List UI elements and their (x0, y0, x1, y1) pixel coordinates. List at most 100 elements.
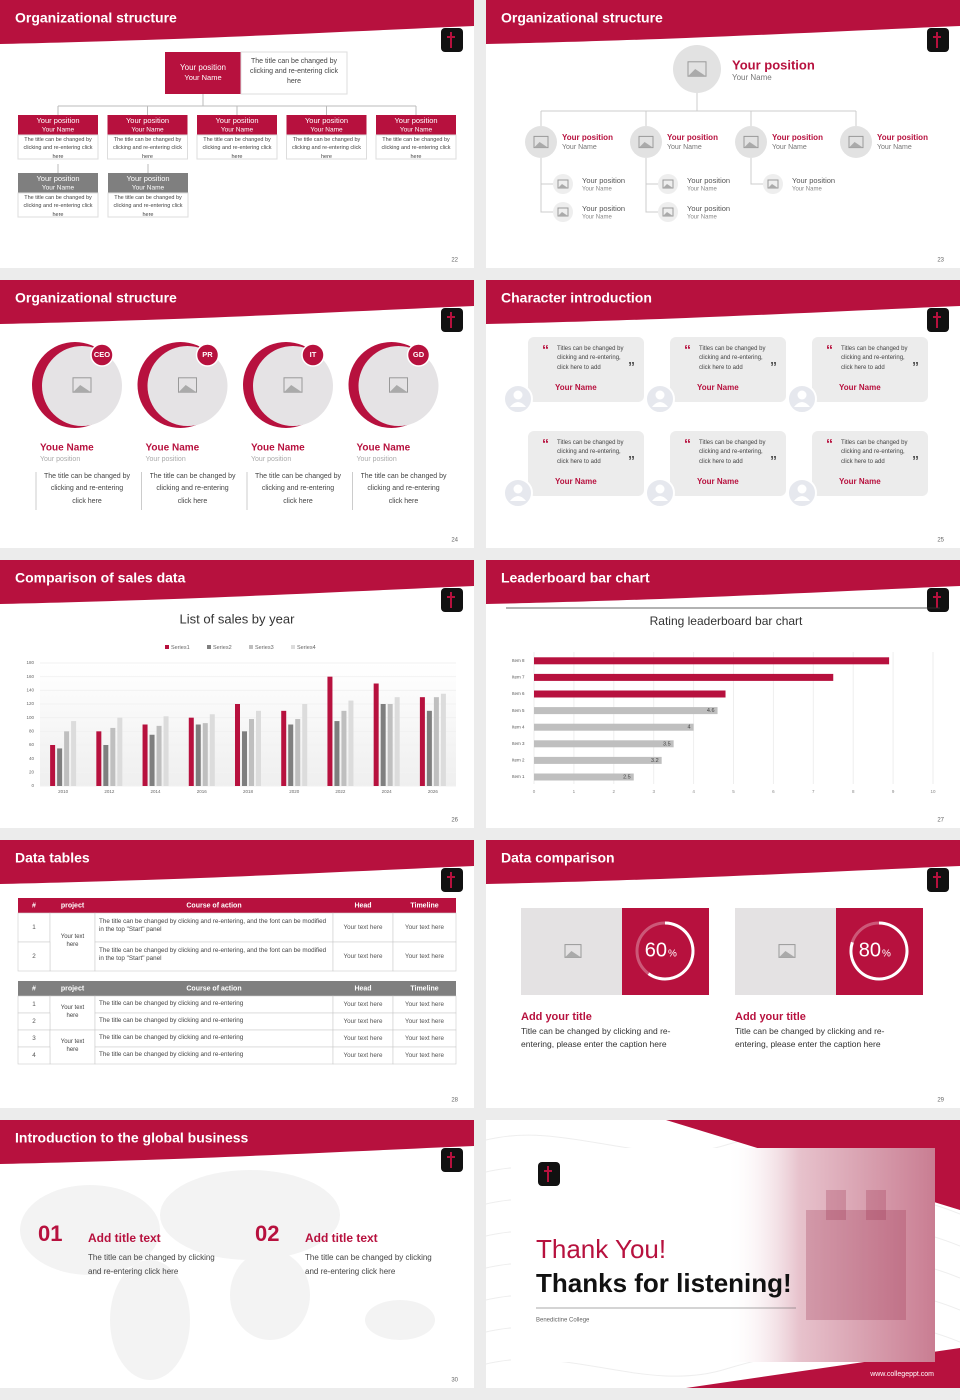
table-cell (94, 941, 334, 972)
avatar-body (510, 496, 526, 501)
column-header: Head (354, 985, 371, 992)
bar (142, 724, 148, 786)
image-icon (663, 212, 673, 216)
table-cell-text: Your text here (405, 953, 444, 960)
position-box (376, 115, 456, 135)
text-block: Titles can be changed by clicking and re… (841, 440, 908, 465)
label: Your position (126, 116, 169, 125)
quote-mark: ” (912, 453, 919, 469)
table-cell-text-box: The title can be changed by clicking and… (99, 1000, 243, 1007)
label: Your position (687, 204, 730, 213)
label: Your position (732, 57, 815, 72)
image-icon (72, 377, 92, 393)
header-band (486, 560, 960, 604)
avatar-body (652, 402, 668, 407)
avatar (630, 126, 662, 158)
label: Your position (582, 176, 625, 185)
text-block: The title can be changed by clicking and… (23, 137, 93, 159)
slide: Comparison of sales data 26 List of sales … (0, 560, 474, 828)
chart-title: Rating leaderboard bar chart (650, 614, 803, 628)
label: Your position (36, 174, 79, 183)
position-box (108, 173, 188, 193)
text-block-box: Titles can be changed by clicking and re… (557, 346, 624, 371)
quote-mark: “ (684, 436, 691, 452)
column-header: # (32, 902, 36, 909)
card (528, 337, 644, 402)
header-band (0, 1120, 474, 1164)
table-header (18, 981, 456, 996)
building (866, 1190, 886, 1220)
header-band (486, 0, 960, 44)
building (826, 1190, 846, 1220)
bar (534, 740, 674, 748)
table-cell-text: 1 (32, 924, 36, 931)
connector (750, 158, 763, 185)
bar (295, 719, 301, 786)
label: Youe Name (146, 443, 200, 454)
text-block-box: Titles can be changed by clicking and re… (841, 346, 908, 371)
label: Your position (772, 133, 823, 142)
y-tick-label: Item 7 (512, 675, 525, 680)
table-cell-text-box: Your text here (61, 1005, 84, 1019)
label: PR (202, 350, 213, 359)
bar (103, 745, 109, 786)
percent-value: 80 (859, 939, 881, 961)
world-map (230, 1250, 310, 1340)
avatar-body (794, 402, 810, 407)
text-block: The title can be changed by clicking and… (381, 137, 451, 159)
label: Add your title (521, 1011, 592, 1023)
column-header: Course of action (186, 902, 241, 909)
legend-label: Series4 (297, 645, 316, 651)
label: Your position (40, 456, 80, 463)
bar (281, 710, 287, 786)
tag-badge (301, 343, 325, 367)
label: Your Name (772, 144, 807, 151)
card (812, 431, 928, 496)
avatar-head (797, 484, 807, 494)
position-box (107, 115, 188, 135)
quote-mark: “ (684, 342, 691, 358)
bar (235, 704, 240, 786)
label: Your position (687, 176, 730, 185)
text-block: Title can be changed by clicking and re-… (521, 1026, 671, 1049)
slide: Thank You! Thanks for listening! Benedicti… (485, 1120, 960, 1388)
table-cell (94, 912, 334, 943)
bar (440, 693, 446, 786)
label: Your Name (42, 185, 75, 192)
text-block: The title can be changed by clicking and… (149, 473, 236, 505)
text-block-box: The title can be changed by clicking and… (149, 473, 236, 505)
header-band (486, 840, 960, 884)
label: IT (310, 350, 317, 359)
avatar (673, 45, 721, 93)
table-cell-text: The title can be changed by clicking and… (99, 1034, 244, 1041)
description-box (107, 192, 189, 218)
position-box (286, 115, 367, 135)
slide-background (486, 280, 960, 548)
table-header (18, 898, 456, 913)
bar (534, 690, 726, 698)
bar (96, 731, 102, 786)
label: Your position (180, 63, 226, 72)
label: 01 (38, 1221, 62, 1246)
x-tick-label: 7 (812, 789, 815, 794)
x-tick-label: 2012 (104, 789, 115, 794)
label: Your Name (555, 477, 597, 486)
bar (433, 697, 439, 786)
x-tick-label: 2022 (335, 789, 346, 794)
text-block-box: Titles can be changed by clicking and re… (557, 440, 624, 465)
label: Add title text (305, 1231, 378, 1245)
slide-background (486, 0, 960, 268)
label: Your Name (132, 185, 165, 192)
label: Your Name (687, 215, 717, 221)
header-band (0, 560, 474, 604)
ring-arc (849, 921, 909, 981)
y-tick-label: 160 (26, 674, 34, 679)
label: Youe Name (251, 443, 305, 454)
quote-mark: ” (628, 359, 635, 375)
image-icon (663, 184, 673, 188)
thanks-title: Thank You! (536, 1234, 666, 1264)
bar (327, 676, 333, 786)
y-tick-label: 80 (29, 729, 35, 734)
bar (110, 727, 116, 786)
